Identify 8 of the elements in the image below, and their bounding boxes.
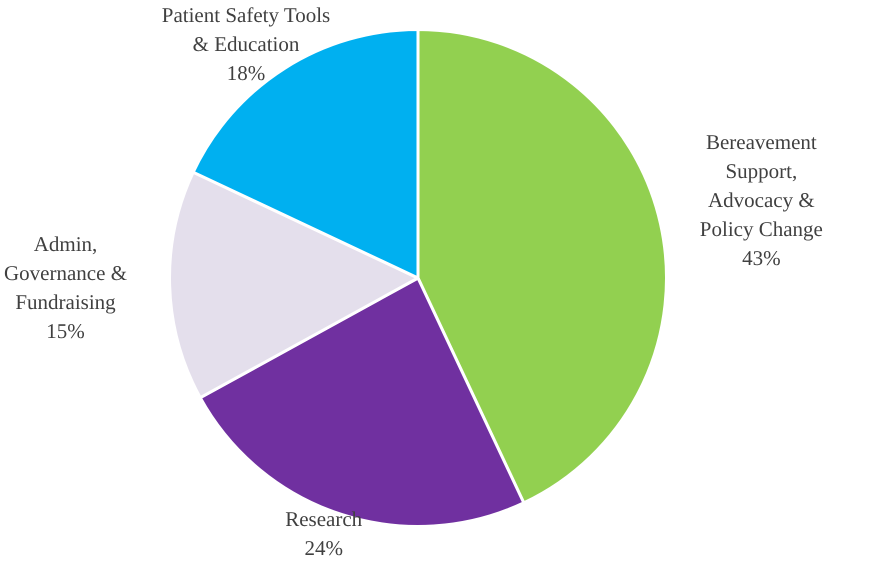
slice-label: Admin, Governance & Fundraising <box>4 232 128 314</box>
slice-label: Research <box>285 507 363 532</box>
data-label: 18% <box>226 61 266 86</box>
data-label: 43% <box>742 246 781 270</box>
slice-label: Patient Safety Tools & Education <box>162 3 330 56</box>
data-label: 24% <box>304 536 343 560</box>
data-label: 15% <box>46 319 85 344</box>
slice-label: Bereavement Support, Advocacy & Policy Change <box>700 130 823 241</box>
